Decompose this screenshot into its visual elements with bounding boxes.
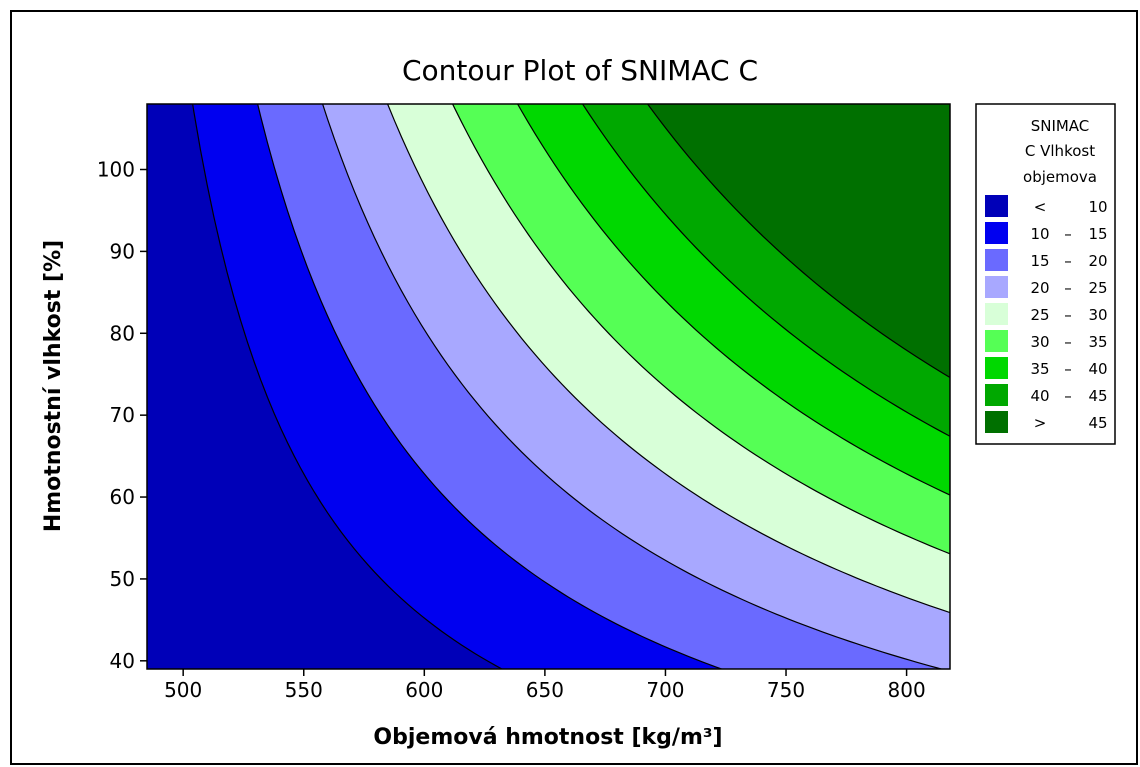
legend-swatch	[985, 195, 1008, 217]
contour-line-40	[581, 104, 950, 437]
legend-lo: 40	[1030, 387, 1049, 405]
y-tick-label: 90	[110, 239, 135, 263]
y-tick-label: 40	[110, 649, 135, 673]
legend-swatch	[985, 222, 1008, 244]
legend-dash: –	[1064, 279, 1072, 297]
legend-dash: –	[1064, 252, 1072, 270]
plot-border	[146, 103, 951, 670]
y-tick-label: 50	[110, 567, 135, 591]
legend-lo: 10	[1030, 225, 1049, 243]
y-tick-label: 70	[110, 403, 135, 427]
contour-line-20	[321, 104, 944, 669]
contour-band-1	[147, 104, 950, 669]
x-tick-label: 500	[164, 678, 202, 702]
legend-swatch	[985, 249, 1008, 271]
legend-lo: 30	[1030, 333, 1049, 351]
contour-line-35	[516, 104, 950, 496]
x-tick-label: 600	[405, 678, 443, 702]
x-tick-label: 800	[888, 678, 926, 702]
legend-dash: –	[1064, 306, 1072, 324]
x-tick-label: 550	[285, 678, 323, 702]
legend-hi: 35	[1088, 333, 1107, 351]
legend-hi: 30	[1088, 306, 1107, 324]
y-axis-label: Hmotnostní vlhkost [%]	[41, 240, 66, 532]
legend-dash: –	[1064, 225, 1072, 243]
y-tick-label: 80	[110, 321, 135, 345]
x-axis-label: Objemová hmotnost [kg/m³]	[373, 725, 722, 750]
contour-line-15	[257, 104, 724, 669]
y-axis: 40 50 60 70 80 90 100	[97, 158, 147, 673]
legend-swatch	[985, 303, 1008, 325]
legend: SNIMAC C Vlhkost objemova <1010–1515–202…	[975, 103, 1116, 445]
legend-hi: 15	[1088, 225, 1107, 243]
contour-line-45	[646, 104, 950, 378]
x-tick-label: 700	[646, 678, 684, 702]
legend-hi: 45	[1088, 387, 1107, 405]
legend-hi: 10	[1088, 198, 1107, 216]
legend-title-line-3: objemova	[1023, 168, 1097, 186]
legend-lo: 35	[1030, 360, 1049, 378]
legend-title-line-2: C Vlhkost	[1025, 142, 1095, 160]
legend-hi: 20	[1088, 252, 1107, 270]
contour-line-25	[386, 104, 950, 614]
legend-hi: 45	[1088, 414, 1107, 432]
legend-lo: <	[1034, 198, 1047, 216]
chart-title: Contour Plot of SNIMAC C	[402, 54, 758, 87]
contour-line-10	[192, 104, 504, 669]
legend-dash: –	[1064, 360, 1072, 378]
y-tick-label: 100	[97, 158, 135, 182]
legend-lo: 25	[1030, 306, 1049, 324]
legend-hi: 25	[1088, 279, 1107, 297]
legend-lo: 20	[1030, 279, 1049, 297]
contour-band-0	[147, 104, 950, 669]
x-axis: 500 550 600 650 700 750 800	[164, 669, 926, 702]
legend-lo: 15	[1030, 252, 1049, 270]
legend-swatch	[985, 357, 1008, 379]
legend-hi: 40	[1088, 360, 1107, 378]
legend-swatch	[985, 384, 1008, 406]
x-tick-label: 750	[767, 678, 805, 702]
y-tick-label: 60	[110, 485, 135, 509]
plot-area	[147, 104, 950, 669]
legend-lo: >	[1034, 414, 1047, 432]
legend-swatch	[985, 330, 1008, 352]
legend-dash: –	[1064, 387, 1072, 405]
legend-swatch	[985, 411, 1008, 433]
contour-line-30	[451, 104, 950, 555]
legend-swatch	[985, 276, 1008, 298]
legend-title-line-1: SNIMAC	[1031, 117, 1090, 135]
x-tick-label: 650	[526, 678, 564, 702]
legend-dash: –	[1064, 333, 1072, 351]
